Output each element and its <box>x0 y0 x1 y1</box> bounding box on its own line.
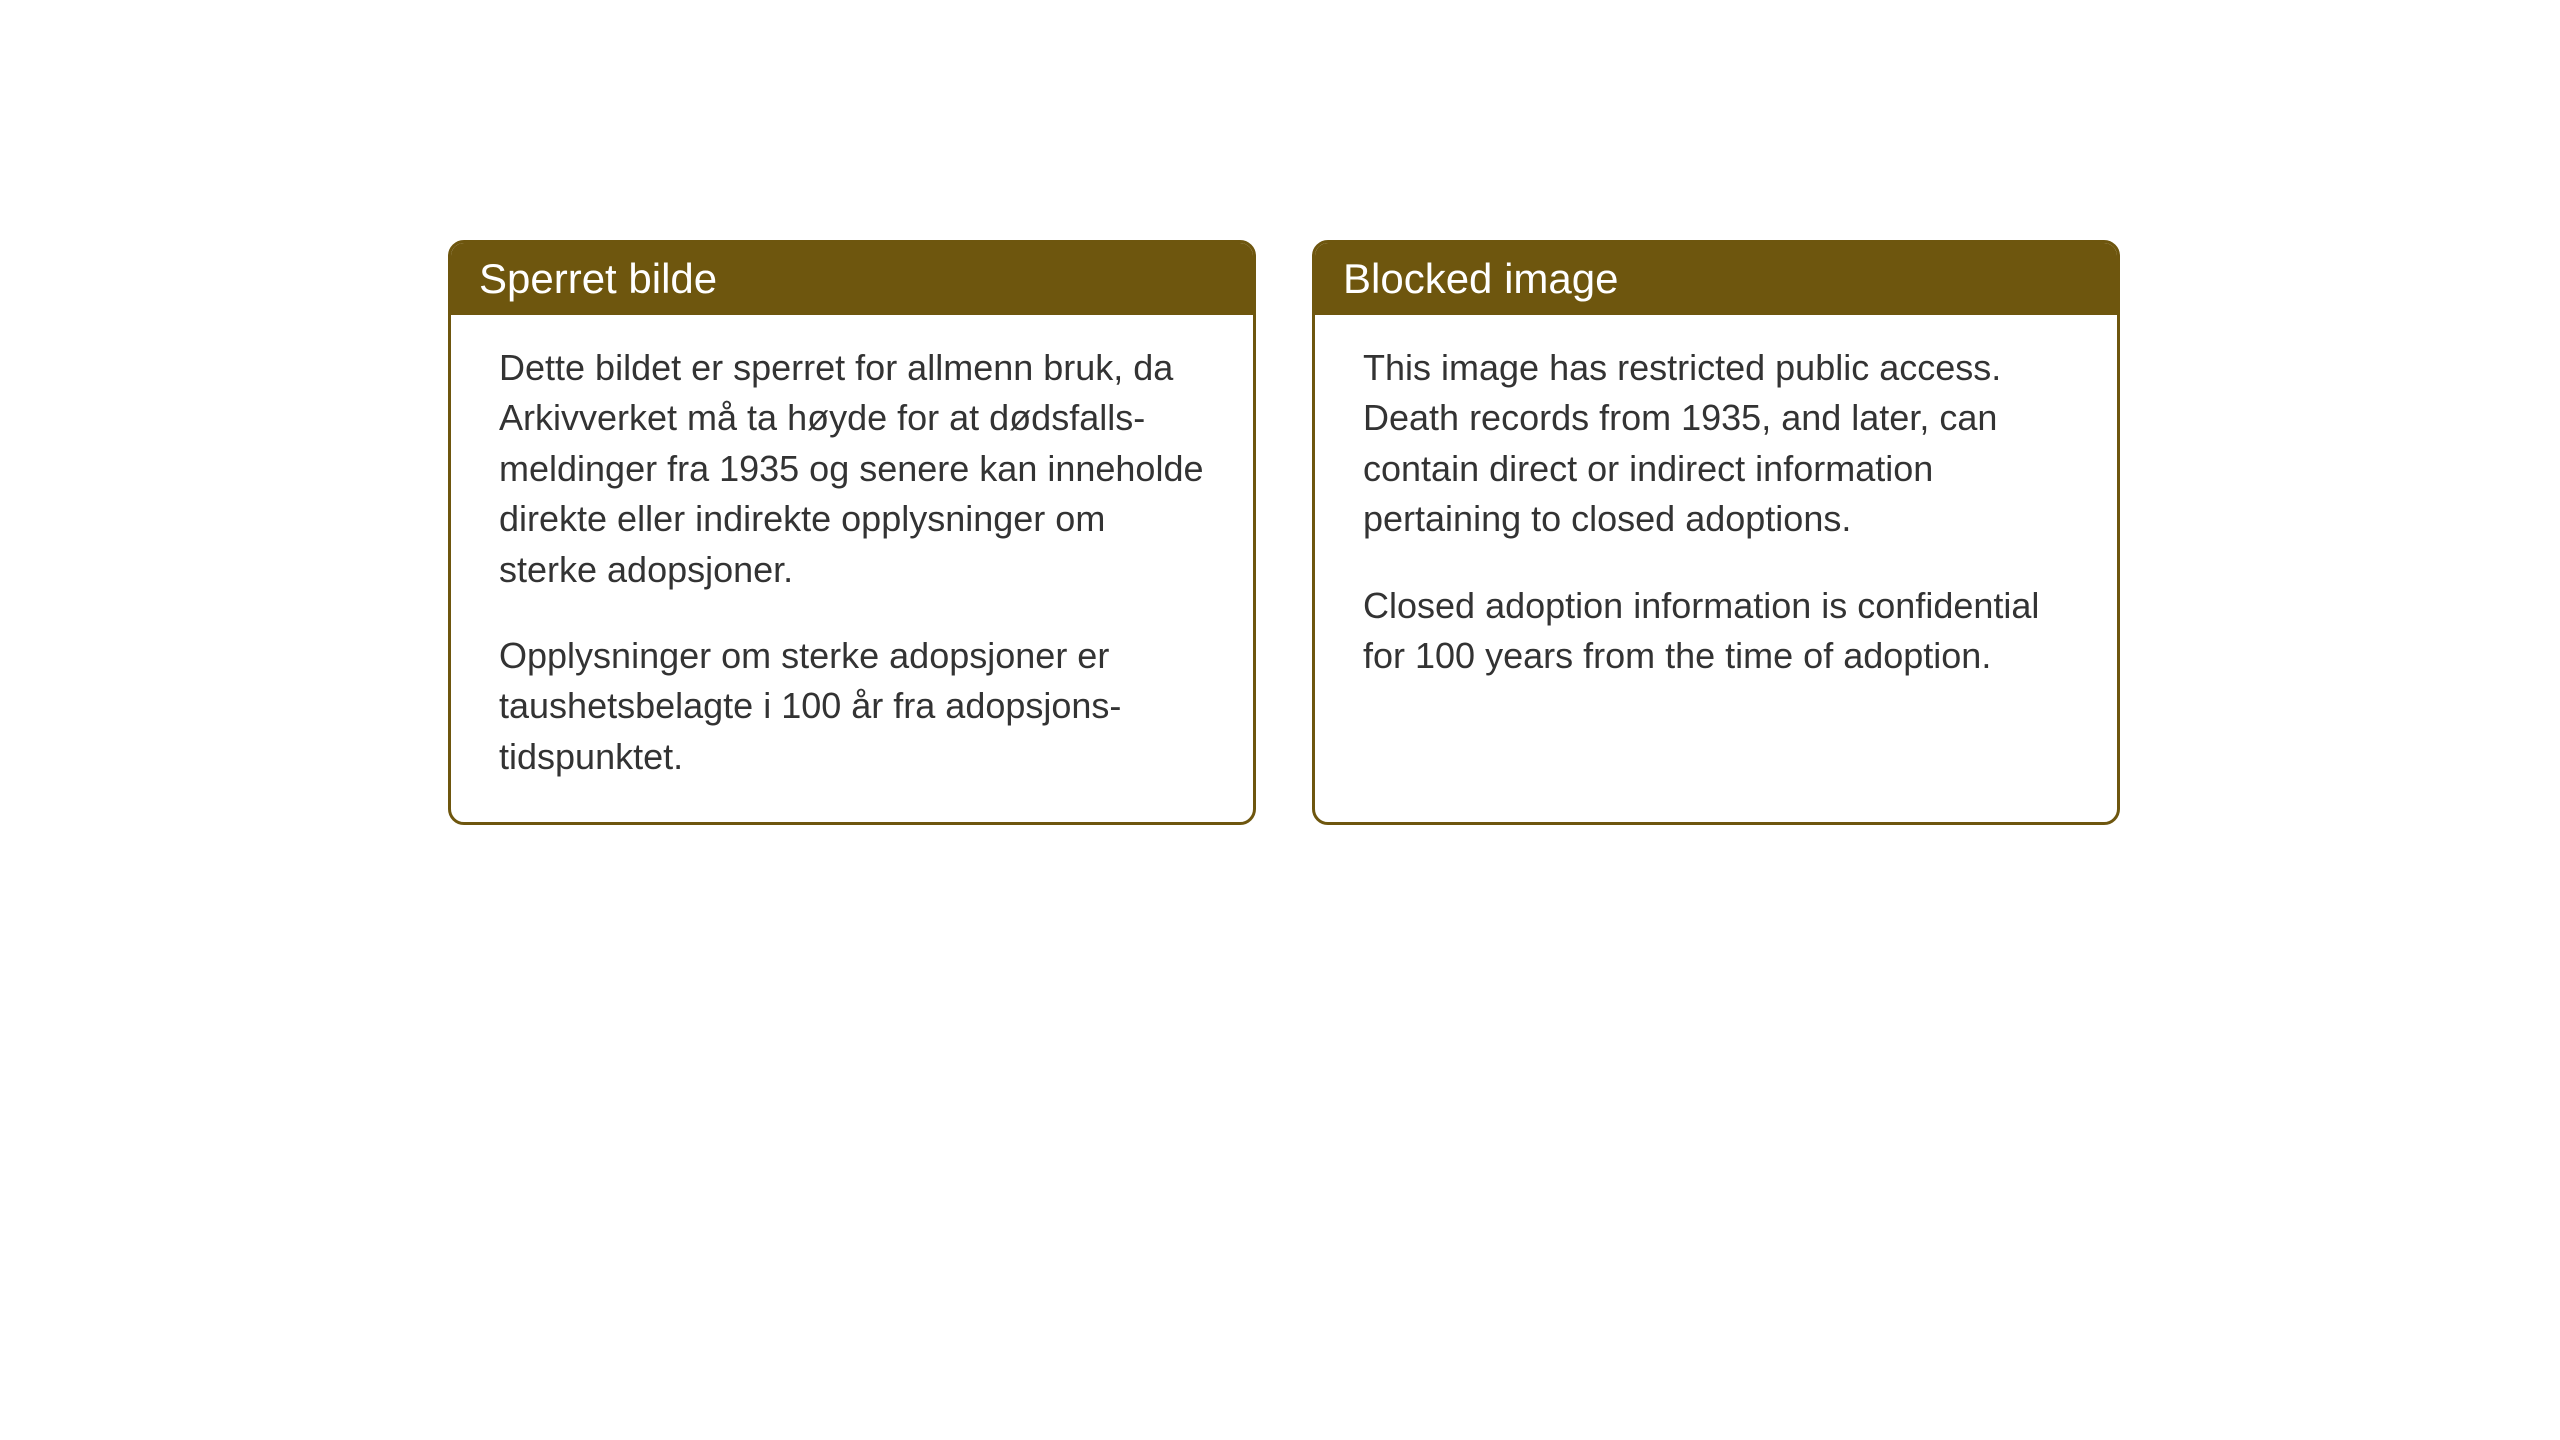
english-card-body: This image has restricted public access.… <box>1315 315 2117 721</box>
english-paragraph-1: This image has restricted public access.… <box>1363 343 2069 545</box>
norwegian-notice-card: Sperret bilde Dette bildet er sperret fo… <box>448 240 1256 825</box>
notice-cards-container: Sperret bilde Dette bildet er sperret fo… <box>448 240 2120 825</box>
norwegian-card-body: Dette bildet er sperret for allmenn bruk… <box>451 315 1253 822</box>
english-paragraph-2: Closed adoption information is confident… <box>1363 581 2069 682</box>
norwegian-card-title: Sperret bilde <box>451 243 1253 315</box>
norwegian-paragraph-1: Dette bildet er sperret for allmenn bruk… <box>499 343 1205 595</box>
norwegian-paragraph-2: Opplysninger om sterke adopsjoner er tau… <box>499 631 1205 782</box>
english-notice-card: Blocked image This image has restricted … <box>1312 240 2120 825</box>
english-card-title: Blocked image <box>1315 243 2117 315</box>
